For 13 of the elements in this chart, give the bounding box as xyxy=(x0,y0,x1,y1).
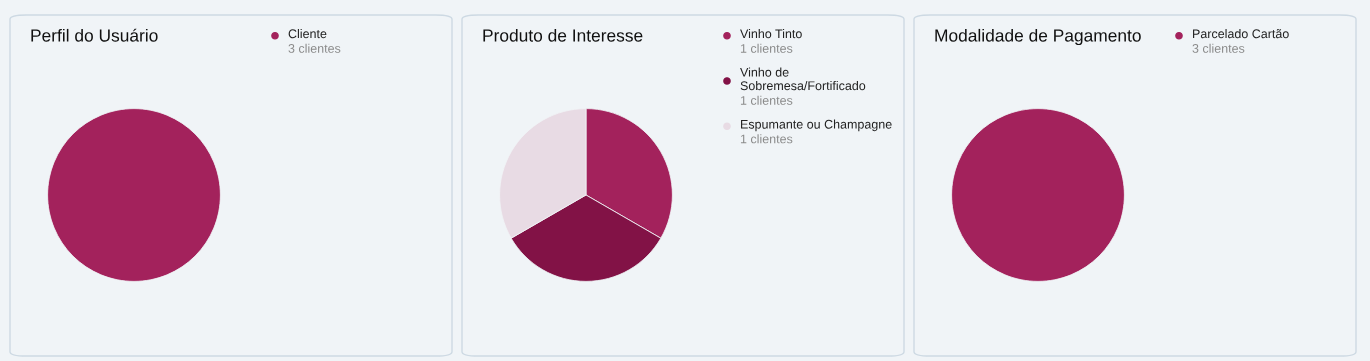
data-label: 3 clientes xyxy=(288,43,341,53)
legend-label: Cliente xyxy=(288,29,327,39)
chart-title: Modalidade de Pagamento xyxy=(935,28,1141,46)
data-label: 1 clientes xyxy=(740,134,793,144)
chart-title: Produto de Interesse xyxy=(483,28,643,42)
legend-label: Vinho de Sobremesa/Fortificado xyxy=(740,67,866,91)
legend-label: Parcelado Cartão xyxy=(1193,29,1289,39)
legend-label: Vinho Tinto xyxy=(740,29,802,39)
data-label: 1 clientes xyxy=(740,43,793,53)
legend-label: Espumante ou Champagne xyxy=(741,119,892,132)
chart-title: Perfil do Usuário xyxy=(31,28,158,42)
data-label: 1 clientes xyxy=(740,95,793,105)
data-label: 3 clientes xyxy=(1192,43,1245,53)
